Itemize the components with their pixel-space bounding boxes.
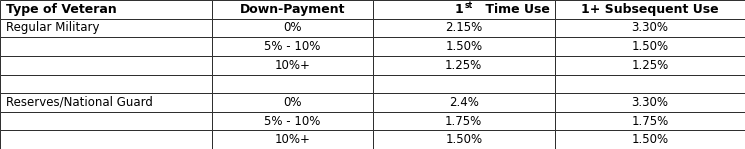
Bar	[372, 56, 555, 74]
Bar	[0, 112, 212, 130]
Bar	[0, 37, 212, 56]
Text: 1.25%: 1.25%	[446, 59, 483, 72]
Bar	[212, 130, 372, 149]
Bar	[212, 0, 372, 19]
Bar	[555, 112, 745, 130]
Text: Regular Military: Regular Military	[6, 21, 100, 34]
Text: st: st	[465, 1, 472, 10]
Text: 1.50%: 1.50%	[632, 133, 668, 146]
Bar	[212, 74, 372, 93]
Bar	[555, 19, 745, 37]
Text: Down-Payment: Down-Payment	[240, 3, 345, 16]
Bar	[555, 56, 745, 74]
Bar	[0, 93, 212, 112]
Text: Reserves/National Guard: Reserves/National Guard	[6, 96, 153, 109]
Text: 1.75%: 1.75%	[446, 115, 483, 128]
Text: 1.50%: 1.50%	[446, 133, 482, 146]
Bar	[555, 0, 745, 19]
Bar	[212, 37, 372, 56]
Text: 1.75%: 1.75%	[632, 115, 669, 128]
Bar	[0, 56, 212, 74]
Text: 0%: 0%	[283, 96, 302, 109]
Bar	[372, 93, 555, 112]
Text: Type of Veteran: Type of Veteran	[6, 3, 117, 16]
Bar	[212, 56, 372, 74]
Text: 1.25%: 1.25%	[632, 59, 669, 72]
Text: 2.4%: 2.4%	[448, 96, 479, 109]
Bar	[555, 93, 745, 112]
Bar	[372, 0, 555, 19]
Text: 5% - 10%: 5% - 10%	[264, 115, 320, 128]
Bar	[372, 19, 555, 37]
Text: 10%+: 10%+	[274, 133, 311, 146]
Text: 3.30%: 3.30%	[632, 21, 668, 34]
Text: 1.50%: 1.50%	[632, 40, 668, 53]
Bar	[212, 93, 372, 112]
Bar	[555, 37, 745, 56]
Text: 1: 1	[455, 3, 463, 16]
Text: 0%: 0%	[283, 21, 302, 34]
Text: 1.50%: 1.50%	[446, 40, 482, 53]
Bar	[212, 112, 372, 130]
Bar	[555, 130, 745, 149]
Bar	[0, 0, 212, 19]
Text: 10%+: 10%+	[274, 59, 311, 72]
Bar	[372, 37, 555, 56]
Bar	[212, 19, 372, 37]
Text: 2.15%: 2.15%	[446, 21, 483, 34]
Text: 3.30%: 3.30%	[632, 96, 668, 109]
Bar	[0, 19, 212, 37]
Bar	[0, 130, 212, 149]
Bar	[372, 74, 555, 93]
Bar	[372, 112, 555, 130]
Bar	[0, 74, 212, 93]
Bar	[372, 130, 555, 149]
Text: 1+ Subsequent Use: 1+ Subsequent Use	[581, 3, 719, 16]
Text: Time Use: Time Use	[481, 3, 550, 16]
Bar	[555, 74, 745, 93]
Text: 5% - 10%: 5% - 10%	[264, 40, 320, 53]
